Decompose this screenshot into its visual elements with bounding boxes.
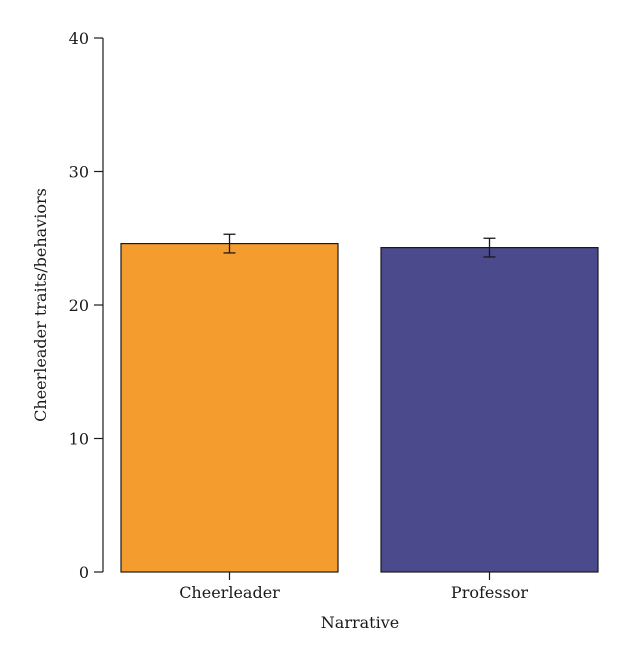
x-tick-label-professor: Professor: [451, 583, 528, 602]
x-tick-label-cheerleader: Cheerleader: [179, 583, 280, 602]
y-axis-title: Cheerleader traits/behaviors: [31, 188, 50, 422]
bars: [120, 233, 599, 573]
y-axis: 0 10 20 30 40: [69, 29, 104, 582]
x-axis: Cheerleader Professor: [179, 572, 528, 602]
y-tick-label: 20: [69, 296, 89, 315]
y-tick-label: 10: [69, 430, 89, 449]
bar-cheerleader: [120, 242, 339, 573]
x-axis-title: Narrative: [321, 613, 399, 632]
y-tick-label: 0: [79, 563, 89, 582]
y-tick-label: 40: [69, 29, 89, 48]
y-tick-label: 30: [69, 163, 89, 182]
bar-professor: [380, 246, 599, 573]
